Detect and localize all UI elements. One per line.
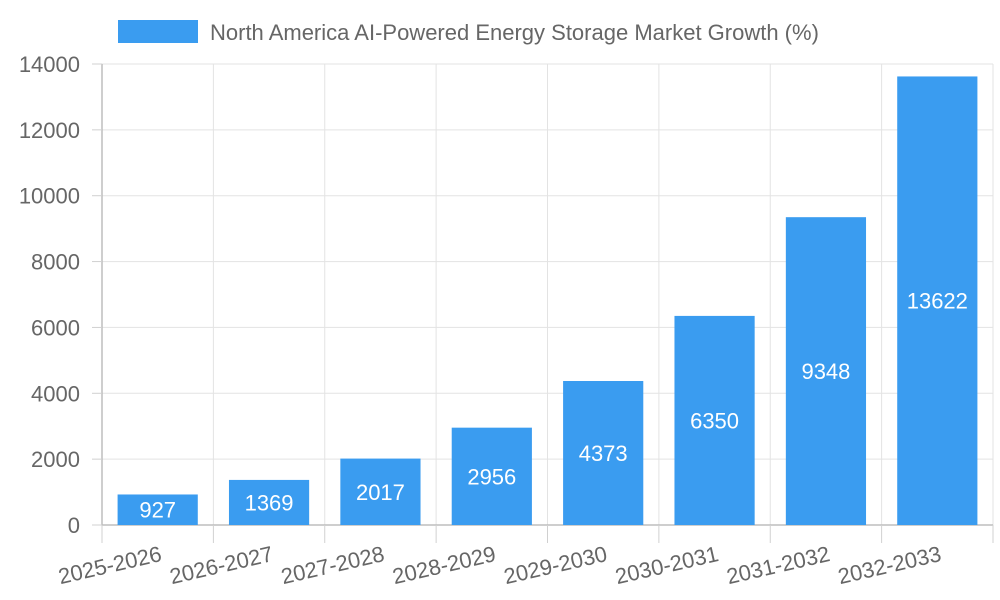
y-tick-label: 6000 — [31, 315, 80, 340]
bar — [674, 315, 755, 525]
bar-labels: 927 1369 2017 2956 4373 6350 9348 13622 — [139, 289, 968, 523]
bar — [117, 494, 198, 525]
bar-value-label: 2017 — [356, 480, 405, 505]
bar — [228, 479, 310, 525]
bar — [340, 458, 421, 525]
y-tick-label: 2000 — [31, 447, 80, 472]
bar — [451, 427, 532, 525]
bars — [117, 76, 978, 526]
x-tick-label: 2028-2029 — [390, 541, 498, 589]
x-tick-label: 2029-2030 — [501, 541, 609, 589]
bar-value-label: 9348 — [801, 359, 850, 384]
y-tick-label: 10000 — [19, 184, 80, 209]
bar-value-label: 1369 — [245, 490, 294, 515]
bar-value-label: 4373 — [579, 441, 628, 466]
bar — [785, 217, 867, 525]
bar — [897, 76, 978, 526]
gridlines — [102, 63, 994, 525]
x-tick-label: 2030-2031 — [613, 541, 721, 589]
x-tick-label: 2027-2028 — [279, 541, 387, 589]
y-tick-label: 8000 — [31, 250, 80, 275]
y-axis-ticks: 0 2000 4000 6000 8000 10000 12000 14000 — [19, 52, 102, 538]
y-tick-label: 12000 — [19, 118, 80, 143]
bar-value-label: 927 — [139, 498, 176, 523]
legend-swatch — [118, 20, 198, 43]
x-tick-label: 2025-2026 — [56, 541, 164, 589]
legend-label: North America AI-Powered Energy Storage … — [210, 20, 819, 45]
legend: North America AI-Powered Energy Storage … — [118, 20, 819, 45]
y-tick-label: 4000 — [31, 381, 80, 406]
x-axis-ticks: 2025-2026 2026-2027 2027-2028 2028-2029 2029… — [56, 525, 994, 589]
bar-value-label: 2956 — [467, 464, 516, 489]
bar-value-label: 6350 — [690, 408, 739, 433]
bar-value-label: 13622 — [907, 289, 968, 314]
x-tick-label: 2032-2033 — [835, 541, 943, 589]
x-tick-label: 2026-2027 — [167, 541, 275, 589]
bar — [563, 381, 644, 525]
y-tick-label: 14000 — [19, 52, 80, 77]
x-tick-label: 2031-2032 — [724, 541, 832, 589]
y-tick-label: 0 — [68, 513, 80, 538]
